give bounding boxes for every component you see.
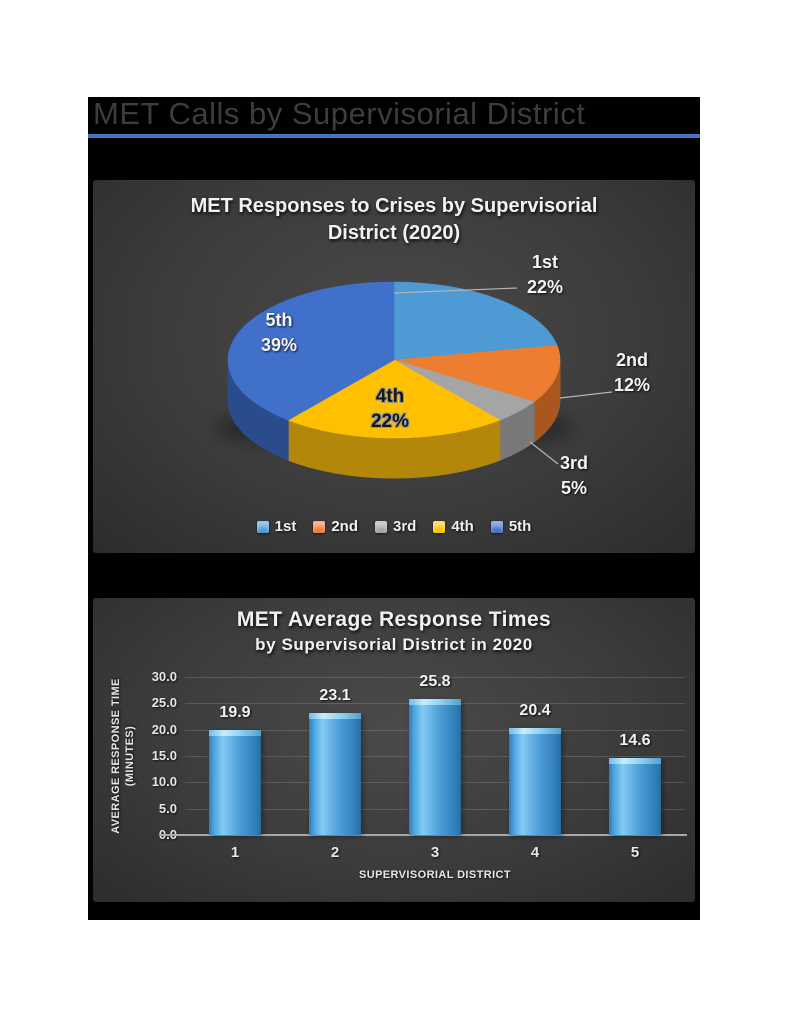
bar-district-2 [309, 713, 361, 835]
callout-label-5th: 5th [265, 310, 293, 330]
bar-value-label-3: 25.8 [419, 673, 451, 691]
legend-swatch-2nd [313, 520, 326, 533]
leader-line-2nd [559, 391, 613, 399]
bar-chart-subtitle: by Supervisorial District in 2020 [255, 635, 533, 654]
bar-chart-title: MET Average Response Times [236, 608, 552, 631]
legend-label-4th: 4th [451, 518, 474, 535]
legend-item-1st: 1st [256, 518, 297, 535]
pie-chart-title: MET Responses to Crises by Supervisorial… [93, 193, 695, 247]
legend-swatch-3rd [375, 520, 387, 533]
legend-item-2nd: 2nd [313, 518, 358, 535]
bar-value-label-2: 23.1 [319, 687, 351, 705]
pie-callout-2nd: 2nd 12% [614, 348, 650, 398]
bar-district-4 [509, 727, 561, 835]
bar-chart-panel: MET Average Response Times by Supervisor… [93, 598, 695, 902]
bar-value-label-5: 14.6 [619, 732, 651, 750]
leader-line-3rd [529, 441, 559, 465]
y-tick-label-5.0: 5.0 [158, 800, 177, 816]
pie-slice-4th [287, 359, 501, 439]
x-axis-title: SUPERVISORIAL DISTRICT [358, 869, 512, 881]
pie-legend: 1st 2nd 3rd 4th 5th [93, 518, 695, 535]
leader-line-1st [393, 287, 518, 294]
legend-item-3rd: 3rd [375, 518, 416, 535]
legend-swatch-1st [256, 520, 269, 533]
bar-district-1 [209, 730, 261, 835]
callout-label-3rd: 3rd [559, 453, 589, 473]
pie-chart-title-line2: District (2020) [327, 222, 461, 244]
x-tick-label-2: 2 [330, 844, 340, 861]
x-tick-label-4: 4 [530, 844, 540, 861]
y-tick-label-25.0: 25.0 [151, 695, 177, 711]
legend-label-1st: 1st [274, 518, 297, 535]
y-axis-title-line1: AVERAGE RESPONSE TIME [110, 678, 122, 834]
x-tick-label-3: 3 [430, 844, 440, 861]
legend-item-4th: 4th [433, 518, 474, 535]
gridline-30 [185, 677, 685, 678]
pie-callout-5th: 5th 39% [261, 308, 297, 358]
callout-value-5th: 39% [260, 335, 298, 355]
callout-value-3rd: 5% [560, 478, 588, 498]
bar-district-5 [609, 758, 661, 835]
bar-district-3 [409, 699, 461, 835]
slide-title: MET Calls by Supervisorial District [93, 96, 586, 131]
x-tick-label-5: 5 [630, 844, 640, 861]
x-tick-label-1: 1 [230, 844, 240, 861]
bar-value-label-4: 20.4 [519, 701, 551, 719]
pie-callout-3rd: 3rd 5% [560, 451, 588, 501]
pie-slice-1st [393, 281, 558, 361]
legend-swatch-4th [433, 520, 446, 533]
slide: MET Calls by Supervisorial District MET … [88, 96, 700, 920]
legend-label-2nd: 2nd [331, 518, 358, 535]
pie-chart-title-line1: MET Responses to Crises by Supervisorial [190, 195, 598, 217]
pie-callout-4th: 4th 22% [371, 384, 409, 434]
title-divider-rule [88, 134, 700, 138]
y-tick-label-30.0: 30.0 [151, 669, 177, 684]
y-tick-label-15.0: 15.0 [151, 748, 177, 763]
pie-slice-2nd [393, 345, 561, 403]
callout-value-2nd: 12% [613, 375, 651, 395]
legend-swatch-5th [490, 520, 503, 533]
callout-label-1st: 1st [531, 252, 558, 272]
callout-value-4th: 22% [370, 411, 410, 432]
pie-slice-5th [227, 281, 395, 421]
legend-label-5th: 5th [508, 518, 532, 535]
y-tick-label-10.0: 10.0 [151, 774, 177, 790]
y-tick-label-20.0: 20.0 [151, 721, 177, 737]
pie-callout-1st: 1st 22% [527, 250, 563, 300]
pie-chart-panel: MET Responses to Crises by Supervisorial… [93, 180, 695, 553]
legend-item-5th: 5th [490, 518, 532, 535]
legend-label-3rd: 3rd [393, 518, 417, 535]
x-axis-line [160, 834, 687, 836]
callout-value-1st: 22% [526, 277, 564, 297]
bar-value-label-1: 19.9 [219, 704, 251, 722]
pie-chart [214, 281, 613, 479]
callout-label-4th: 4th [375, 386, 405, 407]
callout-label-2nd: 2nd [615, 350, 648, 370]
